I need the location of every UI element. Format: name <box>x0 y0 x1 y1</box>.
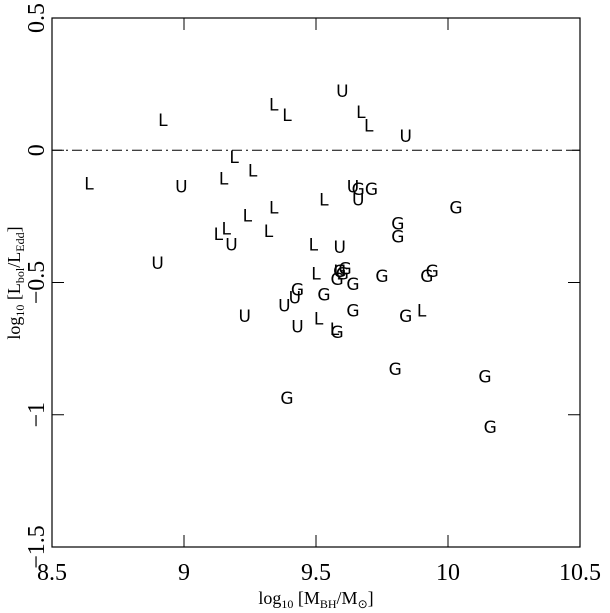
point-marker: G <box>346 302 359 322</box>
point-marker: G <box>352 180 365 200</box>
x-label-part: [M <box>293 588 320 608</box>
x-tick-label: 10.5 <box>559 560 601 586</box>
y-label-part: /L <box>4 252 24 268</box>
point-marker: L <box>269 198 279 218</box>
point-marker: U <box>278 296 290 316</box>
point-marker: G <box>317 286 330 306</box>
point-marker: L <box>158 111 168 131</box>
point-marker: G <box>331 270 344 290</box>
point-marker: G <box>391 214 404 234</box>
point-marker: U <box>352 191 364 211</box>
point-marker: G <box>399 307 412 327</box>
point-marker: L <box>319 191 329 211</box>
point-marker: L <box>221 220 231 240</box>
point-marker: U <box>151 254 163 274</box>
point-marker: U <box>334 238 346 258</box>
point-marker: L <box>229 148 239 168</box>
point-marker: L <box>417 302 427 322</box>
y-label-part: [L <box>4 283 24 305</box>
x-tick-label: 9.5 <box>301 560 331 586</box>
point-marker: U <box>334 262 346 282</box>
point-marker: L <box>309 235 319 255</box>
point-marker: U <box>291 317 303 337</box>
point-marker: U <box>289 288 301 308</box>
point-marker: G <box>280 389 293 409</box>
point-marker: L <box>269 95 279 115</box>
point-marker: U <box>400 127 412 147</box>
point-marker: L <box>264 222 274 242</box>
point-marker: U <box>225 235 237 255</box>
point-marker: G <box>365 180 378 200</box>
x-tick-label: 9 <box>178 560 190 586</box>
point-marker: L <box>248 161 258 181</box>
y-label-sub: 10 <box>13 305 27 317</box>
y-tick-label: 0.5 <box>24 3 50 33</box>
point-marker: L <box>364 116 374 136</box>
point-marker: L <box>314 310 324 330</box>
point-marker: U <box>336 82 348 102</box>
y-label-sub: bol <box>13 267 27 283</box>
x-label-sub: BH <box>320 597 337 611</box>
y-label-sub: Edd <box>13 232 27 251</box>
point-marker: G <box>333 262 346 282</box>
point-marker: U <box>238 307 250 327</box>
x-label-part: ] <box>368 588 374 608</box>
x-label-sub: ⊙ <box>358 597 368 611</box>
point-marker: G <box>375 267 388 287</box>
point-marker: G <box>391 228 404 248</box>
x-tick-label: 10 <box>436 560 460 586</box>
point-marker: L <box>243 206 253 226</box>
point-marker: L <box>282 106 292 126</box>
point-marker: G <box>291 280 304 300</box>
y-tick-label: 0 <box>24 144 50 156</box>
y-label-part: ] <box>4 226 24 232</box>
point-marker: L <box>330 320 340 340</box>
point-marker: G <box>420 267 433 287</box>
point-marker: G <box>449 198 462 218</box>
y-tick-label: −1 <box>24 402 50 428</box>
point-marker: G <box>331 323 344 343</box>
y-axis-label: log10 [Lbol/LEdd] <box>4 226 27 339</box>
point-marker: L <box>214 225 224 245</box>
x-label-sub: 10 <box>281 597 293 611</box>
point-marker: L <box>84 175 94 195</box>
point-marker: U <box>347 177 359 197</box>
x-tick-label: 8.5 <box>37 560 67 586</box>
point-marker: G <box>336 265 349 285</box>
x-axis-label: log10 [MBH/M⊙] <box>258 588 373 611</box>
point-marker: G <box>338 259 351 279</box>
point-marker: G <box>478 368 491 388</box>
point-marker: G <box>426 262 439 282</box>
point-marker: L <box>356 103 366 123</box>
point-marker: L <box>311 265 321 285</box>
point-marker: L <box>219 169 229 189</box>
y-tick-label: −0.5 <box>24 261 50 305</box>
y-label-part: log <box>4 317 24 340</box>
point-marker: G <box>346 275 359 295</box>
x-label-part: /M <box>337 588 358 608</box>
y-tick-label: −1.5 <box>24 525 50 569</box>
x-label-part: log <box>258 588 281 608</box>
point-marker: G <box>389 360 402 380</box>
point-marker: U <box>175 177 187 197</box>
point-marker: G <box>484 418 497 438</box>
